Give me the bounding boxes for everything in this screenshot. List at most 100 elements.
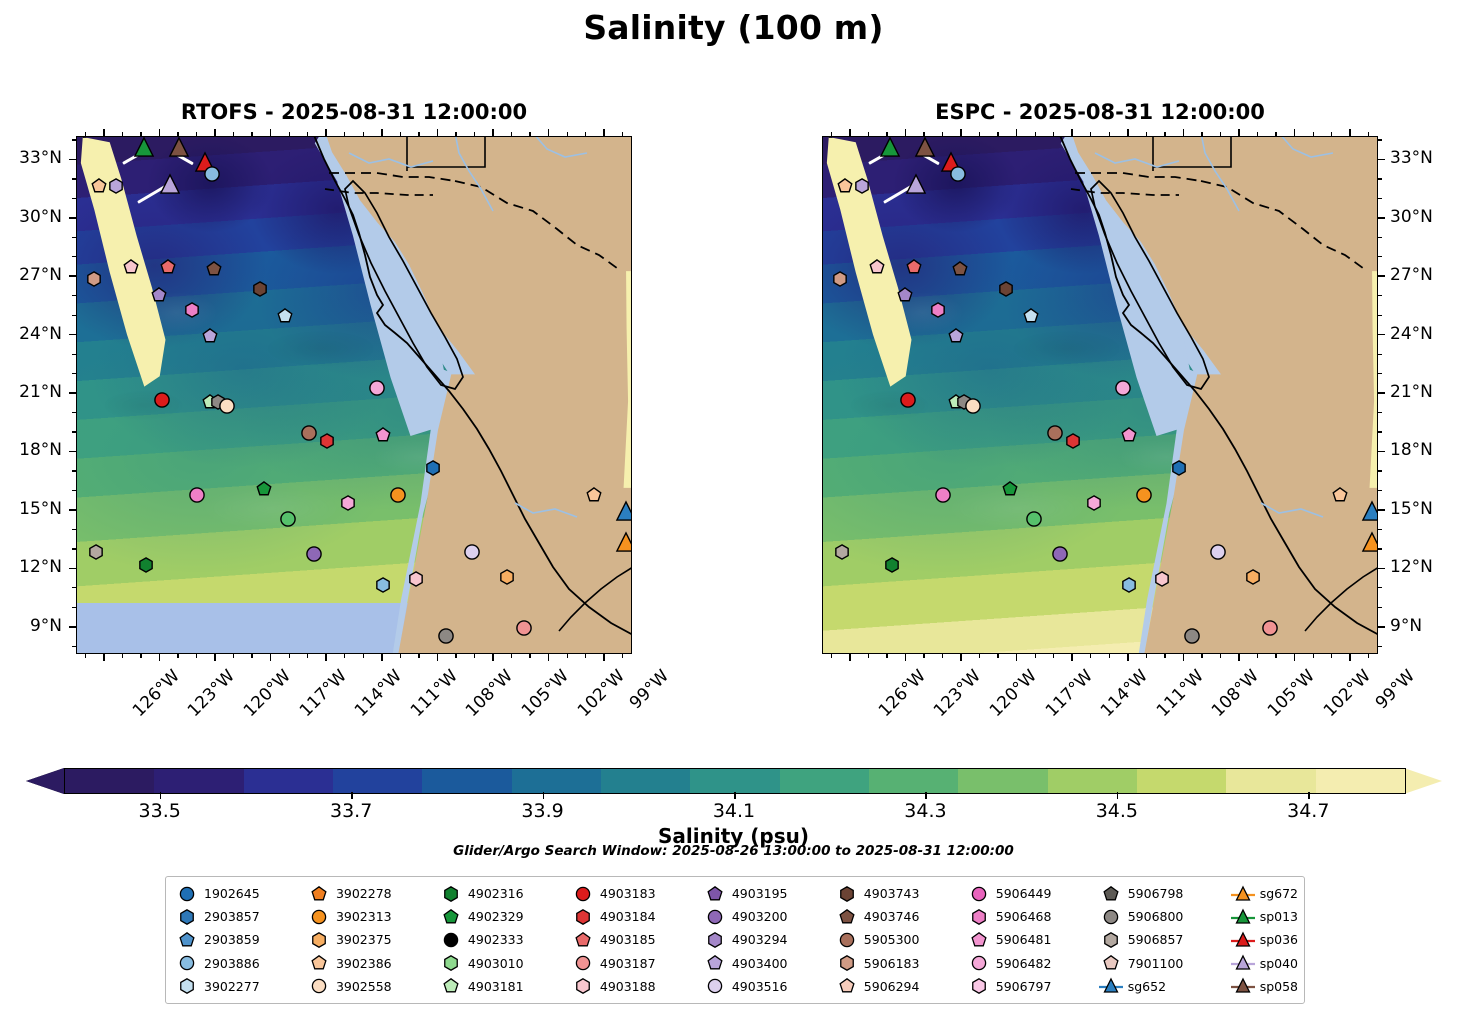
legend-item-4903516[interactable]: 4903516 — [700, 975, 832, 998]
legend-item-sg652[interactable]: sg652 — [1096, 975, 1228, 998]
legend-item-2903857[interactable]: 2903857 — [172, 905, 304, 928]
float-marker-4903183[interactable] — [154, 391, 171, 408]
legend-item-5906800[interactable]: 5906800 — [1096, 905, 1228, 928]
legend-item-5906481[interactable]: 5906481 — [964, 928, 1096, 951]
float-marker-4903183[interactable] — [900, 391, 917, 408]
float-marker-3902313[interactable] — [389, 487, 406, 504]
float-marker-4902316[interactable] — [883, 557, 900, 574]
float-marker-1902645[interactable] — [1170, 460, 1187, 477]
float-marker-sp058[interactable] — [914, 137, 936, 157]
legend-item-2903859[interactable]: 2903859 — [172, 928, 304, 951]
float-marker-5906183[interactable] — [831, 271, 848, 288]
float-marker-3902386b[interactable] — [1332, 487, 1349, 504]
float-marker-sp013[interactable] — [133, 137, 154, 157]
legend-item-4903195[interactable]: 4903195 — [700, 882, 832, 905]
float-marker-4903294[interactable] — [150, 286, 167, 303]
float-marker-3902386[interactable] — [91, 177, 108, 194]
float-marker-3902386[interactable] — [837, 177, 854, 194]
float-marker-4903746[interactable] — [952, 261, 969, 278]
float-marker-5906797[interactable] — [1085, 495, 1102, 512]
legend-item-4903743[interactable]: 4903743 — [832, 882, 964, 905]
float-marker-3902558[interactable] — [219, 397, 236, 414]
legend-item-5906294[interactable]: 5906294 — [832, 975, 964, 998]
legend-item-4903188[interactable]: 4903188 — [568, 975, 700, 998]
float-marker-sp058[interactable] — [168, 137, 190, 157]
legend-item-4903010[interactable]: 4903010 — [436, 952, 568, 975]
float-marker-4903184[interactable] — [1065, 432, 1082, 449]
float-marker-4903746[interactable] — [206, 261, 223, 278]
legend-item-5906482[interactable]: 5906482 — [964, 952, 1096, 975]
legend-item-4902329[interactable]: 4902329 — [436, 905, 568, 928]
float-marker-4903188[interactable] — [868, 259, 885, 276]
legend-item-5906797[interactable]: 5906797 — [964, 975, 1096, 998]
float-marker-2903886[interactable] — [950, 166, 967, 183]
legend-item-5906857[interactable]: 5906857 — [1096, 928, 1228, 951]
legend-item-3902277[interactable]: 3902277 — [172, 975, 304, 998]
map-frame-espc[interactable] — [822, 136, 1378, 654]
legend-item-5906183[interactable]: 5906183 — [832, 952, 964, 975]
float-marker-4903200[interactable] — [306, 545, 323, 562]
float-marker-3902313[interactable] — [1135, 487, 1152, 504]
legend-item-4903294[interactable]: 4903294 — [700, 928, 832, 951]
float-marker-4903188b[interactable] — [408, 571, 425, 588]
legend-item-4903184[interactable]: 4903184 — [568, 905, 700, 928]
legend-item-4903200[interactable]: 4903200 — [700, 905, 832, 928]
float-marker-sp040[interactable] — [159, 173, 180, 194]
legend-item-5905300[interactable]: 5905300 — [832, 928, 964, 951]
legend-item-sp036[interactable]: sp036 — [1228, 928, 1298, 951]
float-marker-5906468b[interactable] — [935, 487, 952, 504]
float-marker-4903743[interactable] — [998, 280, 1015, 297]
float-marker-4903400[interactable] — [107, 177, 124, 194]
float-marker-5906482[interactable] — [369, 380, 386, 397]
float-marker-4903516[interactable] — [1209, 543, 1226, 560]
legend-item-3902558[interactable]: 3902558 — [304, 975, 436, 998]
float-marker-4903400b[interactable] — [948, 327, 965, 344]
float-marker-5906468[interactable] — [929, 302, 946, 319]
legend-item-5906798[interactable]: 5906798 — [1096, 882, 1228, 905]
legend-item-5906468[interactable]: 5906468 — [964, 905, 1096, 928]
float-marker-4903188[interactable] — [122, 259, 139, 276]
legend-item-sp040[interactable]: sp040 — [1228, 952, 1298, 975]
float-marker-3902558[interactable] — [965, 397, 982, 414]
legend-item-4903187[interactable]: 4903187 — [568, 952, 700, 975]
float-marker-4903743[interactable] — [252, 280, 269, 297]
float-marker-4903400b[interactable] — [202, 327, 219, 344]
float-marker-5906468b[interactable] — [189, 487, 206, 504]
legend-item-4903400[interactable]: 4903400 — [700, 952, 832, 975]
colorbar[interactable] — [64, 768, 1406, 794]
float-marker-4903185[interactable] — [159, 259, 176, 276]
float-marker-4903400[interactable] — [853, 177, 870, 194]
float-marker-3902277[interactable] — [276, 308, 293, 325]
float-marker-5906797[interactable] — [339, 495, 356, 512]
float-marker-5906481[interactable] — [1120, 426, 1137, 443]
legend-item-4903185[interactable]: 4903185 — [568, 928, 700, 951]
legend-item-3902375[interactable]: 3902375 — [304, 928, 436, 951]
float-marker-5906800b[interactable] — [437, 627, 454, 644]
float-marker-sp013[interactable] — [879, 137, 900, 157]
legend-item-4902333[interactable]: 4902333 — [436, 928, 568, 951]
float-marker-5906857[interactable] — [833, 543, 850, 560]
float-marker-4903185[interactable] — [905, 259, 922, 276]
float-marker-4903516[interactable] — [463, 543, 480, 560]
legend-item-4902316[interactable]: 4902316 — [436, 882, 568, 905]
legend-item-sp058[interactable]: sp058 — [1228, 975, 1298, 998]
legend-item-4903183[interactable]: 4903183 — [568, 882, 700, 905]
float-marker-3902375[interactable] — [498, 569, 515, 586]
float-marker-4903187[interactable] — [515, 619, 532, 636]
float-marker-5906857[interactable] — [87, 543, 104, 560]
float-marker-5905300[interactable] — [1046, 425, 1063, 442]
legend-item-1902645[interactable]: 1902645 — [172, 882, 304, 905]
legend-item-sg672[interactable]: sg672 — [1228, 882, 1298, 905]
float-marker-sg672[interactable] — [615, 531, 631, 553]
float-marker-4902316[interactable] — [137, 557, 154, 574]
legend-item-7901100[interactable]: 7901100 — [1096, 952, 1228, 975]
float-marker-4903294[interactable] — [896, 286, 913, 303]
float-marker-4902333[interactable] — [280, 510, 297, 527]
legend-item-3902313[interactable]: 3902313 — [304, 905, 436, 928]
float-marker-4903188b[interactable] — [1154, 571, 1171, 588]
legend-item-sp013[interactable]: sp013 — [1228, 905, 1298, 928]
float-marker-2903886[interactable] — [204, 166, 221, 183]
float-marker-3902277[interactable] — [1022, 308, 1039, 325]
float-marker-sg652[interactable] — [615, 500, 631, 521]
float-marker-3902386b[interactable] — [586, 487, 603, 504]
